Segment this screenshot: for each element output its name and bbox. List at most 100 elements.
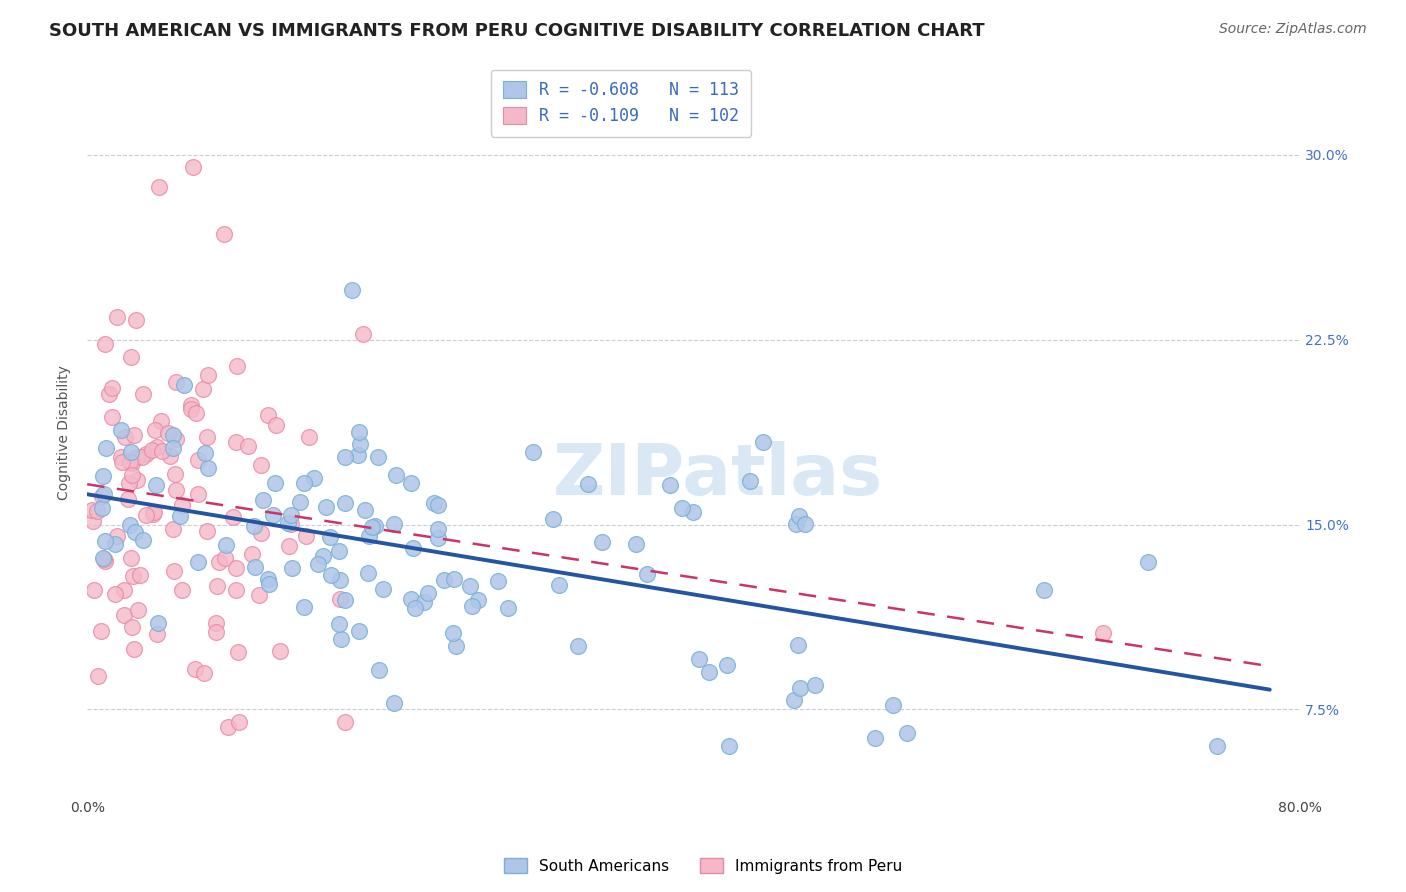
Point	[548, 578, 571, 592]
Point	[368, 663, 391, 677]
Point	[112, 608, 135, 623]
Point	[236, 439, 259, 453]
Point	[257, 577, 280, 591]
Point	[243, 559, 266, 574]
Point	[121, 620, 143, 634]
Point	[427, 522, 450, 536]
Point	[97, 387, 120, 401]
Point	[342, 284, 364, 298]
Point	[785, 517, 807, 532]
Point	[292, 475, 315, 490]
Point	[141, 442, 163, 457]
Point	[122, 427, 145, 442]
Point	[135, 508, 157, 522]
Point	[197, 461, 219, 475]
Point	[93, 486, 115, 500]
Point	[162, 428, 184, 442]
Point	[671, 500, 693, 515]
Point	[250, 458, 273, 472]
Point	[787, 638, 810, 652]
Point	[298, 430, 321, 444]
Point	[441, 626, 464, 640]
Point	[208, 556, 231, 570]
Point	[93, 552, 115, 566]
Point	[240, 547, 263, 561]
Point	[460, 599, 482, 613]
Point	[294, 529, 316, 543]
Point	[288, 495, 311, 509]
Point	[184, 662, 207, 676]
Point	[382, 516, 405, 531]
Point	[197, 368, 219, 383]
Point	[186, 453, 208, 467]
Point	[318, 530, 340, 544]
Point	[328, 616, 350, 631]
Point	[187, 486, 209, 500]
Point	[191, 382, 214, 396]
Point	[117, 491, 139, 506]
Point	[319, 567, 342, 582]
Point	[247, 588, 270, 602]
Point	[1033, 582, 1056, 597]
Point	[716, 657, 738, 672]
Point	[718, 739, 741, 754]
Point	[688, 651, 710, 665]
Point	[125, 313, 148, 327]
Point	[402, 541, 425, 556]
Legend: R = -0.608   N = 113, R = -0.109   N = 102: R = -0.608 N = 113, R = -0.109 N = 102	[491, 70, 751, 136]
Point	[349, 437, 371, 451]
Point	[91, 469, 114, 483]
Point	[225, 434, 247, 449]
Point	[384, 467, 406, 482]
Point	[863, 731, 886, 745]
Point	[195, 430, 218, 444]
Point	[373, 582, 395, 597]
Point	[882, 698, 904, 712]
Point	[222, 510, 245, 524]
Point	[443, 572, 465, 586]
Point	[122, 641, 145, 656]
Point	[91, 500, 114, 515]
Point	[163, 467, 186, 481]
Point	[110, 423, 132, 437]
Point	[205, 615, 228, 630]
Point	[112, 582, 135, 597]
Point	[304, 470, 326, 484]
Point	[150, 414, 173, 428]
Point	[257, 573, 280, 587]
Point	[896, 726, 918, 740]
Point	[1091, 626, 1114, 640]
Text: SOUTH AMERICAN VS IMMIGRANTS FROM PERU COGNITIVE DISABILITY CORRELATION CHART: SOUTH AMERICAN VS IMMIGRANTS FROM PERU C…	[49, 22, 984, 40]
Point	[91, 489, 114, 503]
Point	[382, 696, 405, 710]
Point	[522, 445, 544, 459]
Point	[412, 595, 434, 609]
Point	[399, 592, 422, 607]
Point	[404, 601, 426, 615]
Point	[125, 474, 148, 488]
Point	[181, 160, 204, 174]
Point	[90, 624, 112, 638]
Point	[1137, 555, 1160, 569]
Point	[416, 586, 439, 600]
Point	[125, 450, 148, 464]
Point	[228, 645, 250, 659]
Point	[122, 568, 145, 582]
Point	[804, 678, 827, 692]
Point	[312, 549, 335, 563]
Point	[173, 378, 195, 392]
Point	[148, 180, 170, 194]
Point	[172, 583, 194, 598]
Point	[329, 592, 352, 607]
Point	[591, 534, 613, 549]
Point	[360, 519, 382, 533]
Point	[80, 503, 103, 517]
Point	[458, 579, 481, 593]
Point	[333, 450, 356, 464]
Legend: South Americans, Immigrants from Peru: South Americans, Immigrants from Peru	[498, 852, 908, 880]
Point	[86, 669, 108, 683]
Point	[1205, 739, 1227, 754]
Point	[215, 538, 238, 552]
Point	[162, 522, 184, 536]
Point	[225, 359, 247, 374]
